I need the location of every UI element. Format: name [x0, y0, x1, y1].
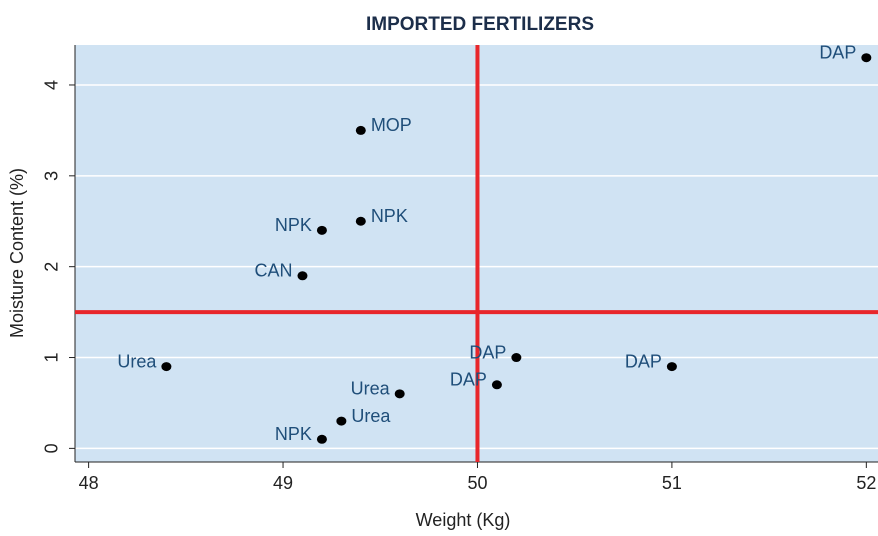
x-tick-label: 52 [856, 473, 876, 493]
x-tick-label: 51 [662, 473, 682, 493]
point [355, 216, 366, 226]
point [394, 389, 405, 399]
point [161, 362, 172, 372]
point-label: DAP [450, 370, 487, 390]
point-label: DAP [625, 351, 662, 371]
y-tick-label: 3 [42, 171, 62, 181]
point [316, 434, 327, 444]
point-label: DAP [469, 342, 506, 362]
point [861, 53, 872, 63]
point [355, 125, 366, 135]
y-tick-label: 2 [42, 262, 62, 272]
point-label: Urea [351, 406, 391, 426]
point [491, 380, 502, 390]
point-label: NPK [371, 206, 408, 226]
point [336, 416, 347, 426]
chart-title: IMPORTED FERTILIZERS [366, 14, 594, 35]
point-label: NPK [275, 215, 312, 235]
y-tick-label: 1 [42, 353, 62, 363]
y-tick-label: 0 [42, 443, 62, 453]
point-label: Urea [351, 379, 391, 399]
point-label: CAN [254, 261, 292, 281]
x-axis-label: Weight (Kg) [416, 510, 511, 530]
x-tick-label: 49 [273, 473, 293, 493]
point-label: Urea [117, 351, 157, 371]
point [316, 225, 327, 235]
y-tick-label: 4 [42, 80, 62, 90]
y-axis-label: Moisture Content (%) [7, 168, 27, 338]
x-tick-label: 48 [79, 473, 99, 493]
point [511, 353, 522, 363]
point [297, 271, 308, 281]
point [666, 362, 677, 372]
point-label: MOP [371, 115, 412, 135]
point-label: NPK [275, 424, 312, 444]
x-tick-label: 50 [467, 473, 487, 493]
point-label: DAP [819, 42, 856, 62]
